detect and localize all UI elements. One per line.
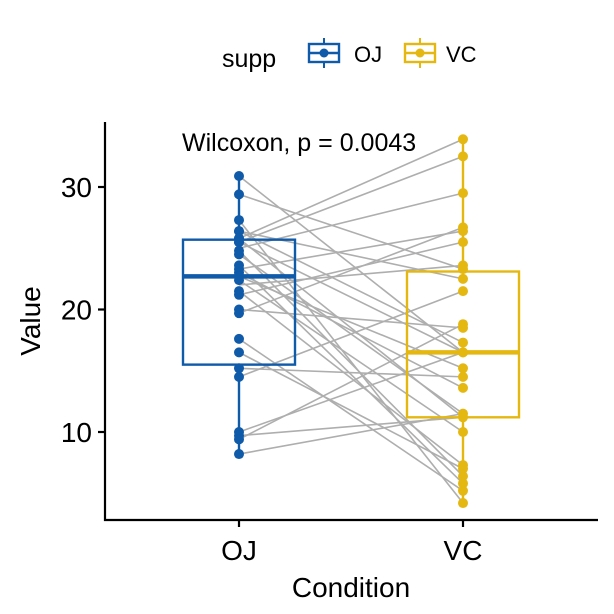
point-vc-2 xyxy=(458,188,468,199)
pair-line-1 xyxy=(238,193,464,270)
point-oj-8 xyxy=(234,237,244,248)
point-vc-14 xyxy=(458,347,468,358)
pair-line-7 xyxy=(238,241,464,354)
pair-line-22 xyxy=(238,367,464,378)
point-oj-15 xyxy=(234,275,244,286)
pair-line-26 xyxy=(238,323,464,441)
point-vc-15 xyxy=(458,363,468,374)
point-vc-16 xyxy=(458,371,468,382)
pair-line-27 xyxy=(238,412,464,455)
legend: supp OJ VC xyxy=(222,38,477,73)
point-vc-11 xyxy=(458,322,468,333)
y-tick-label-30: 30 xyxy=(61,172,92,203)
pair-line-9 xyxy=(238,250,464,477)
y-tick-label-10: 10 xyxy=(61,417,92,448)
point-vc-25 xyxy=(458,485,468,496)
pair-line-29 xyxy=(238,264,464,286)
point-vc-26 xyxy=(458,498,468,509)
point-vc-23 xyxy=(458,471,468,482)
y-axis-title: Value xyxy=(15,286,46,356)
point-oj-0 xyxy=(234,170,244,181)
pair-line-15 xyxy=(238,279,464,433)
point-vc-12 xyxy=(458,337,468,348)
pair-line-21 xyxy=(238,351,464,470)
pair-line-0 xyxy=(238,175,464,354)
legend-key-oj-icon xyxy=(307,38,341,68)
pair-line-18 xyxy=(238,308,464,329)
pair-lines xyxy=(238,138,464,504)
point-vc-4 xyxy=(458,226,468,237)
legend-title: supp xyxy=(222,45,276,73)
point-vc-0 xyxy=(458,134,468,145)
point-oj-23 xyxy=(234,371,244,382)
point-vc-24 xyxy=(458,478,468,489)
point-vc-9 xyxy=(458,286,468,297)
point-vc-5 xyxy=(458,237,468,248)
pair-line-4 xyxy=(238,230,464,344)
x-axis-ticks: OJ VC xyxy=(221,520,482,566)
pair-line-24 xyxy=(238,351,464,433)
pair-line-23 xyxy=(238,290,464,378)
point-vc-22 xyxy=(458,463,468,474)
pair-line-12 xyxy=(238,230,464,270)
data-points xyxy=(234,134,468,509)
point-oj-21 xyxy=(234,347,244,358)
y-axis-ticks: 10 20 30 xyxy=(61,172,105,448)
point-vc-17 xyxy=(458,382,468,393)
point-oj-20 xyxy=(234,333,244,344)
point-vc-19 xyxy=(458,412,468,423)
boxes xyxy=(181,139,521,504)
point-oj-17 xyxy=(234,289,244,300)
legend-label-vc: VC xyxy=(446,42,477,67)
point-oj-22 xyxy=(234,363,244,374)
axes xyxy=(103,122,598,522)
legend-label-oj: OJ xyxy=(354,42,382,67)
point-vc-20 xyxy=(458,427,468,437)
pair-line-16 xyxy=(238,290,464,466)
x-axis-title: Condition xyxy=(292,572,410,603)
point-oj-26 xyxy=(234,434,244,445)
point-oj-10 xyxy=(234,249,244,260)
point-vc-1 xyxy=(458,151,468,162)
pair-line-5 xyxy=(238,138,464,240)
legend-key-vc-icon xyxy=(403,38,437,68)
point-oj-27 xyxy=(234,449,244,460)
point-oj-1 xyxy=(234,189,244,200)
point-oj-4 xyxy=(234,226,244,237)
pair-line-17 xyxy=(238,241,464,296)
point-vc-7 xyxy=(458,264,468,275)
point-oj-2 xyxy=(234,215,244,226)
wilcoxon-annotation: Wilcoxon, p = 0.0043 xyxy=(182,129,416,157)
x-tick-label-oj: OJ xyxy=(221,535,257,566)
point-oj-19 xyxy=(234,308,244,319)
x-tick-label-vc: VC xyxy=(444,535,483,566)
point-vc-8 xyxy=(458,273,468,284)
pair-line-11 xyxy=(238,264,464,485)
y-tick-label-20: 20 xyxy=(61,295,92,326)
pair-line-8 xyxy=(238,155,464,243)
pair-line-19 xyxy=(238,226,464,314)
